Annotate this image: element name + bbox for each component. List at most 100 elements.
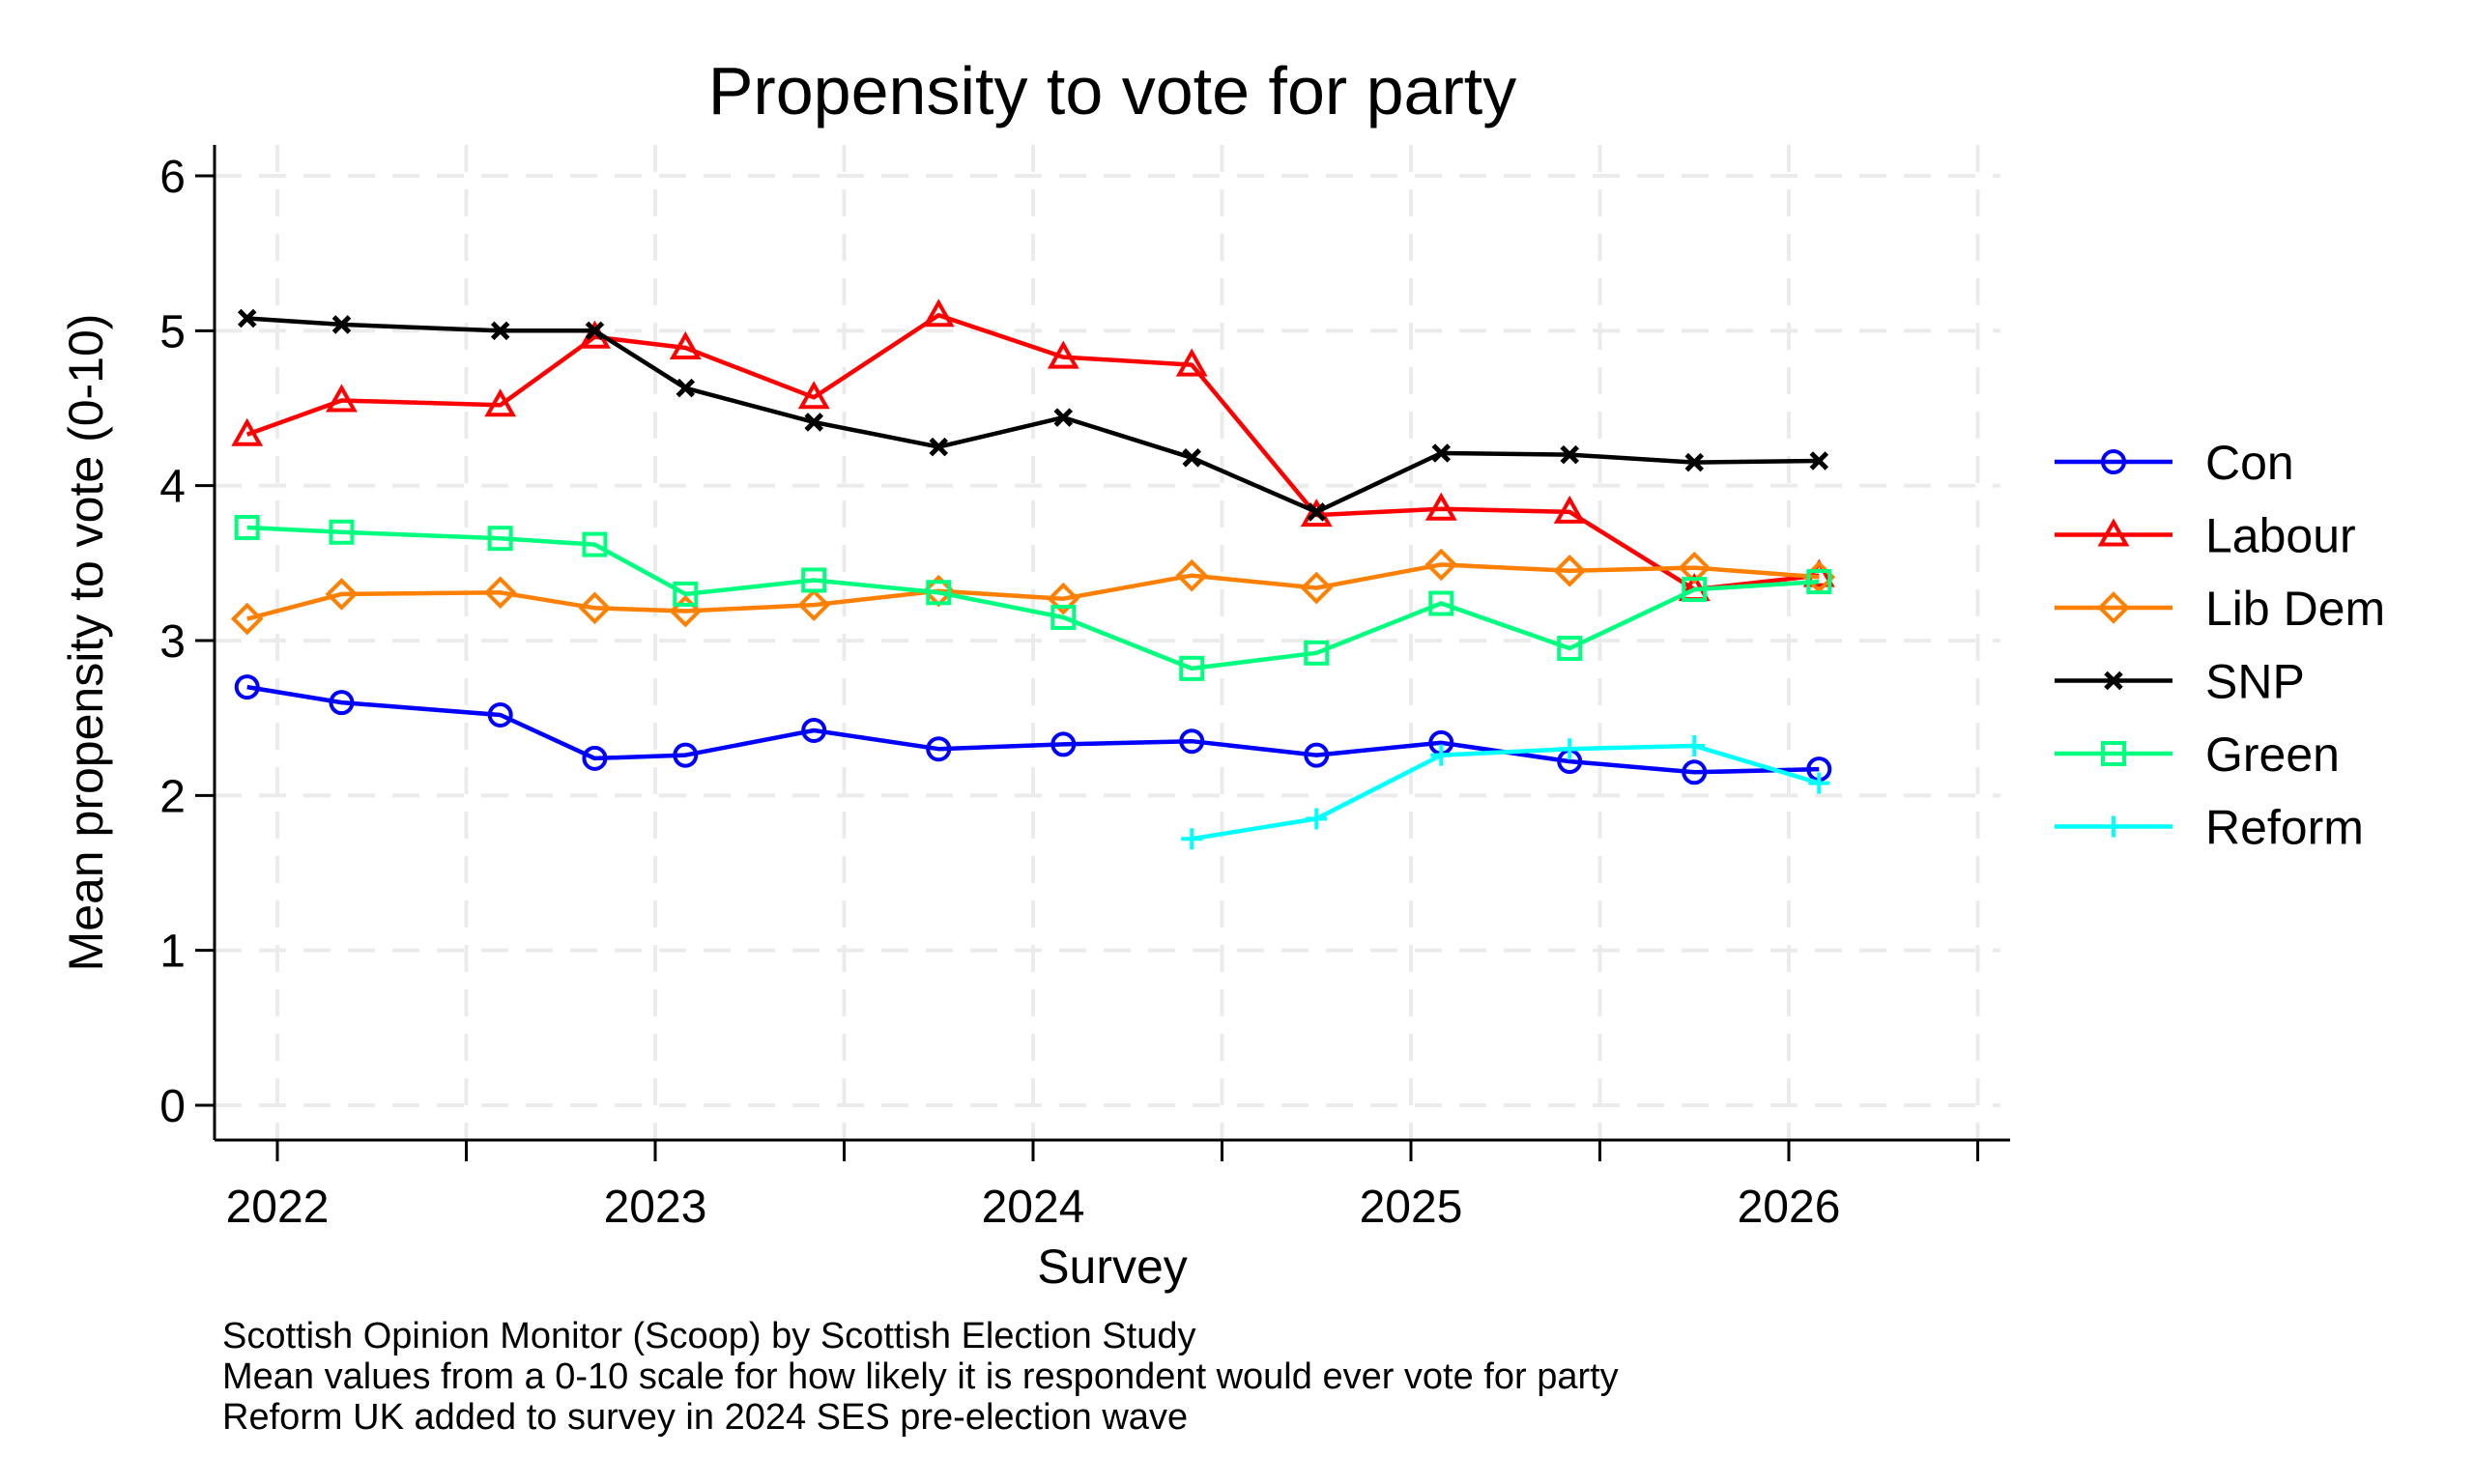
series-con — [234, 674, 1832, 785]
x-axis-label: Survey — [1037, 1240, 1188, 1294]
chart-title: Propensity to vote for party — [708, 53, 1517, 128]
data-point-con — [329, 690, 355, 716]
data-point-con — [234, 674, 260, 700]
data-point-reform — [1683, 735, 1706, 757]
series-line-green — [246, 525, 1820, 671]
data-point-con — [1682, 759, 1708, 785]
data-point-lib-dem — [325, 578, 359, 611]
x-tick-label: 2025 — [1360, 1182, 1463, 1233]
data-point-snp — [1431, 443, 1452, 463]
series-group — [230, 299, 1836, 850]
note-line: Scottish Opinion Monitor (Scoop) by Scot… — [222, 1316, 1195, 1356]
data-point-labour — [326, 384, 358, 413]
data-point-labour — [1175, 348, 1208, 377]
data-point-con — [673, 742, 699, 768]
legend-item-green: Green — [2055, 728, 2340, 782]
x-tick-label: 2023 — [604, 1182, 707, 1233]
y-tick-label: 3 — [159, 616, 186, 668]
data-point-green — [487, 526, 513, 552]
legend-item-reform: Reform — [2055, 801, 2364, 855]
data-point-green — [1304, 640, 1330, 666]
y-tick-label: 0 — [159, 1081, 186, 1132]
data-point-con — [1304, 742, 1330, 768]
legend-marker-green — [2101, 741, 2126, 766]
series-green — [234, 514, 1832, 681]
y-tick-label: 1 — [159, 927, 186, 978]
data-point-snp — [1809, 451, 1829, 471]
series-lib-dem — [230, 548, 1836, 636]
note-line: Mean values from a 0-10 scale for how li… — [222, 1356, 1619, 1397]
legend-marker-snp — [2104, 671, 2123, 691]
legend-label: Lib Dem — [2205, 582, 2385, 636]
series-line-con — [246, 684, 1820, 775]
data-point-labour — [1300, 499, 1333, 528]
data-point-snp — [1684, 452, 1705, 472]
data-point-lib-dem — [1047, 582, 1080, 615]
data-point-reform — [1306, 808, 1328, 830]
data-point-green — [329, 519, 355, 545]
data-point-green — [1179, 655, 1205, 681]
data-point-snp — [237, 308, 257, 328]
data-point-snp — [1307, 502, 1327, 522]
series-reform — [1181, 735, 1830, 850]
series-snp — [237, 308, 1829, 522]
data-point-labour — [1553, 495, 1586, 524]
data-point-con — [801, 717, 827, 743]
x-tick-label: 2024 — [982, 1182, 1085, 1233]
y-axis-label: Mean propensity to vote (0-10) — [59, 314, 113, 972]
legend-item-snp: SNP — [2055, 655, 2305, 709]
data-point-snp — [1053, 408, 1074, 427]
data-point-snp — [929, 437, 949, 457]
y-tick-label: 2 — [159, 771, 186, 822]
data-point-snp — [804, 413, 823, 432]
data-point-snp — [331, 315, 352, 334]
legend-item-labour: Labour — [2055, 509, 2356, 563]
series-line-lib-dem — [246, 562, 1820, 621]
data-point-labour — [669, 330, 702, 359]
data-point-snp — [490, 321, 510, 341]
legend: Con Labour Lib Dem SNP Green Reform — [2055, 436, 2385, 855]
y-tick-label: 6 — [159, 152, 186, 203]
data-point-lib-dem — [797, 588, 831, 621]
data-point-lib-dem — [1175, 558, 1209, 592]
x-tick-label: 2022 — [226, 1182, 330, 1233]
data-point-green — [673, 581, 699, 607]
legend-label: SNP — [2205, 655, 2305, 709]
legend-label: Labour — [2205, 509, 2356, 563]
data-point-con — [1050, 731, 1077, 757]
grid-lines — [215, 145, 2000, 1140]
data-point-green — [1050, 604, 1077, 630]
data-point-lib-dem — [483, 576, 517, 610]
data-point-lib-dem — [578, 591, 612, 625]
data-point-lib-dem — [1553, 555, 1587, 587]
data-point-reform — [1181, 828, 1203, 850]
legend-marker-labour — [2097, 518, 2130, 547]
data-point-green — [582, 531, 608, 557]
data-point-green — [1557, 636, 1583, 662]
x-tick-label: 2026 — [1738, 1182, 1841, 1233]
legend-item-con: Con — [2055, 436, 2294, 490]
axes: 0 1 2 3 4 5 6 2022 2023 2024 2025 2026 — [159, 145, 2010, 1233]
data-point-con — [926, 736, 952, 762]
data-point-snp — [585, 321, 605, 341]
data-point-snp — [676, 378, 696, 398]
data-point-green — [1682, 577, 1708, 603]
data-point-reform — [1559, 738, 1581, 760]
legend-item-lib-dem: Lib Dem — [2055, 582, 2385, 636]
notes: Scottish Opinion Monitor (Scoop) by Scot… — [222, 1316, 1619, 1438]
data-point-labour — [1047, 340, 1079, 369]
data-point-green — [926, 580, 952, 606]
legend-marker-reform — [2103, 815, 2124, 838]
legend-label: Con — [2205, 436, 2294, 490]
data-point-lib-dem — [1678, 551, 1712, 585]
data-point-labour — [484, 388, 517, 417]
data-point-reform — [1808, 772, 1830, 794]
data-point-lib-dem — [1424, 548, 1458, 582]
data-point-con — [582, 745, 608, 771]
series-line-reform — [1191, 743, 1820, 842]
data-point-labour — [231, 417, 264, 446]
data-point-con — [1179, 728, 1205, 755]
data-point-snp — [1182, 448, 1201, 468]
data-point-labour — [922, 299, 955, 328]
data-point-snp — [1560, 444, 1579, 465]
